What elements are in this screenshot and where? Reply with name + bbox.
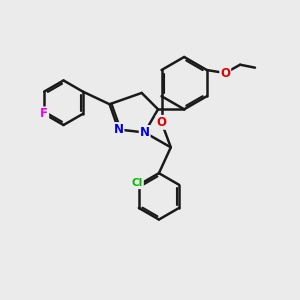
Text: O: O bbox=[157, 116, 166, 129]
Text: O: O bbox=[220, 67, 230, 80]
Text: F: F bbox=[40, 107, 48, 120]
Text: Cl: Cl bbox=[132, 178, 143, 188]
Text: N: N bbox=[113, 123, 124, 136]
Text: N: N bbox=[140, 126, 150, 139]
